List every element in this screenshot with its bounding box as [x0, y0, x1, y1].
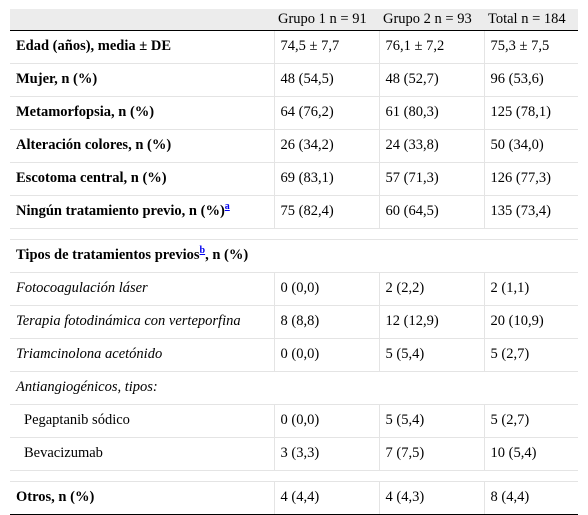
- row-label: Edad (años), media ± DE: [10, 30, 274, 64]
- row-label: Alteración colores, n (%): [10, 129, 274, 163]
- cell-group-2: 12 (12,9): [378, 305, 484, 339]
- cell-total: 2 (1,1): [483, 272, 578, 306]
- cell-total: 50 (34,0): [483, 129, 578, 163]
- cell-total: 125 (78,1): [483, 96, 578, 130]
- cell-group-2: 60 (64,5): [378, 195, 484, 229]
- cell-group-1: 0 (0,0): [273, 338, 379, 372]
- cell-total: 10 (5,4): [483, 437, 578, 471]
- cell-group-1: 64 (76,2): [273, 96, 379, 130]
- table-row: Escotoma central, n (%) 69 (83,1) 57 (71…: [10, 162, 578, 196]
- cell-total: 96 (53,6): [483, 63, 578, 97]
- cell-group-2: 7 (7,5): [378, 437, 484, 471]
- subsection-label: Antiangiogénicos, tipos:: [10, 371, 578, 405]
- cell-group-1: 3 (3,3): [273, 437, 379, 471]
- cell-group-1: 69 (83,1): [273, 162, 379, 196]
- row-label: Pegaptanib sódico: [10, 404, 274, 438]
- table-row: Antiangiogénicos, tipos:: [10, 371, 578, 405]
- row-label: Triamcinolona acetónido: [10, 338, 274, 372]
- cell-group-1: 0 (0,0): [273, 404, 379, 438]
- table-row: Otros, n (%) 4 (4,4) 4 (4,3) 8 (4,4): [10, 481, 578, 515]
- cell-group-1: 0 (0,0): [273, 272, 379, 306]
- row-label: Mujer, n (%): [10, 63, 274, 97]
- header-cell-empty: [10, 9, 274, 31]
- table-row: Edad (años), media ± DE 74,5 ± 7,7 76,1 …: [10, 30, 578, 64]
- cell-total: 126 (77,3): [483, 162, 578, 196]
- spacer-row: [10, 228, 578, 240]
- table-row: Metamorfopsia, n (%) 64 (76,2) 61 (80,3)…: [10, 96, 578, 130]
- row-label-text: Ningún tratamiento previo, n (%): [16, 203, 225, 219]
- cell-group-2: 61 (80,3): [378, 96, 484, 130]
- cell-total: 75,3 ± 7,5: [483, 30, 578, 64]
- footnote-link-a[interactable]: a: [224, 201, 230, 213]
- cell-group-1: 75 (82,4): [273, 195, 379, 229]
- cell-group-1: 4 (4,4): [273, 481, 379, 515]
- cell-group-1: 74,5 ± 7,7: [273, 30, 379, 64]
- cell-group-2: 5 (5,4): [378, 404, 484, 438]
- cell-total: 8 (4,4): [483, 481, 578, 515]
- table-row: Triamcinolona acetónido 0 (0,0) 5 (5,4) …: [10, 338, 578, 372]
- cell-group-2: 5 (5,4): [378, 338, 484, 372]
- row-label: Fotocoagulación láser: [10, 272, 274, 306]
- table-header-row: Grupo 1 n = 91 Grupo 2 n = 93 Total n = …: [10, 9, 578, 31]
- cell-group-1: 48 (54,5): [273, 63, 379, 97]
- header-group-2: Grupo 2 n = 93: [379, 9, 484, 31]
- cell-group-1: 26 (34,2): [273, 129, 379, 163]
- footnote-link-b[interactable]: b: [199, 245, 206, 257]
- cell-total: 20 (10,9): [483, 305, 578, 339]
- cell-group-2: 4 (4,3): [378, 481, 484, 515]
- table-row: Alteración colores, n (%) 26 (34,2) 24 (…: [10, 129, 578, 163]
- baseline-characteristics-table: Grupo 1 n = 91 Grupo 2 n = 93 Total n = …: [10, 9, 578, 515]
- cell-total: 135 (73,4): [483, 195, 578, 229]
- cell-group-2: 2 (2,2): [378, 272, 484, 306]
- row-label: Otros, n (%): [10, 481, 274, 515]
- table-row: Ningún tratamiento previo, n (%)a 75 (82…: [10, 195, 578, 229]
- row-label: Metamorfopsia, n (%): [10, 96, 274, 130]
- row-label: Terapia fotodinámica con verteporfina: [10, 305, 274, 339]
- row-label: Bevacizumab: [10, 437, 274, 471]
- table-row: Bevacizumab 3 (3,3) 7 (7,5) 10 (5,4): [10, 437, 578, 471]
- table-row: Fotocoagulación láser 0 (0,0) 2 (2,2) 2 …: [10, 272, 578, 306]
- cell-group-2: 24 (33,8): [378, 129, 484, 163]
- section-header-row: Tipos de tratamientos previosb, n (%): [10, 239, 578, 273]
- cell-total: 5 (2,7): [483, 338, 578, 372]
- table-row: Pegaptanib sódico 0 (0,0) 5 (5,4) 5 (2,7…: [10, 404, 578, 438]
- cell-group-2: 48 (52,7): [378, 63, 484, 97]
- table-row: Terapia fotodinámica con verteporfina 8 …: [10, 305, 578, 339]
- section-label: Tipos de tratamientos previosb, n (%): [10, 239, 578, 273]
- header-total: Total n = 184: [484, 9, 578, 31]
- cell-total: 5 (2,7): [483, 404, 578, 438]
- row-label: Escotoma central, n (%): [10, 162, 274, 196]
- header-group-1: Grupo 1 n = 91: [274, 9, 379, 31]
- table-row: Mujer, n (%) 48 (54,5) 48 (52,7) 96 (53,…: [10, 63, 578, 97]
- cell-group-1: 8 (8,8): [273, 305, 379, 339]
- spacer-row: [10, 470, 578, 482]
- cell-group-2: 57 (71,3): [378, 162, 484, 196]
- cell-group-2: 76,1 ± 7,2: [378, 30, 484, 64]
- row-label: Ningún tratamiento previo, n (%)a: [10, 195, 274, 229]
